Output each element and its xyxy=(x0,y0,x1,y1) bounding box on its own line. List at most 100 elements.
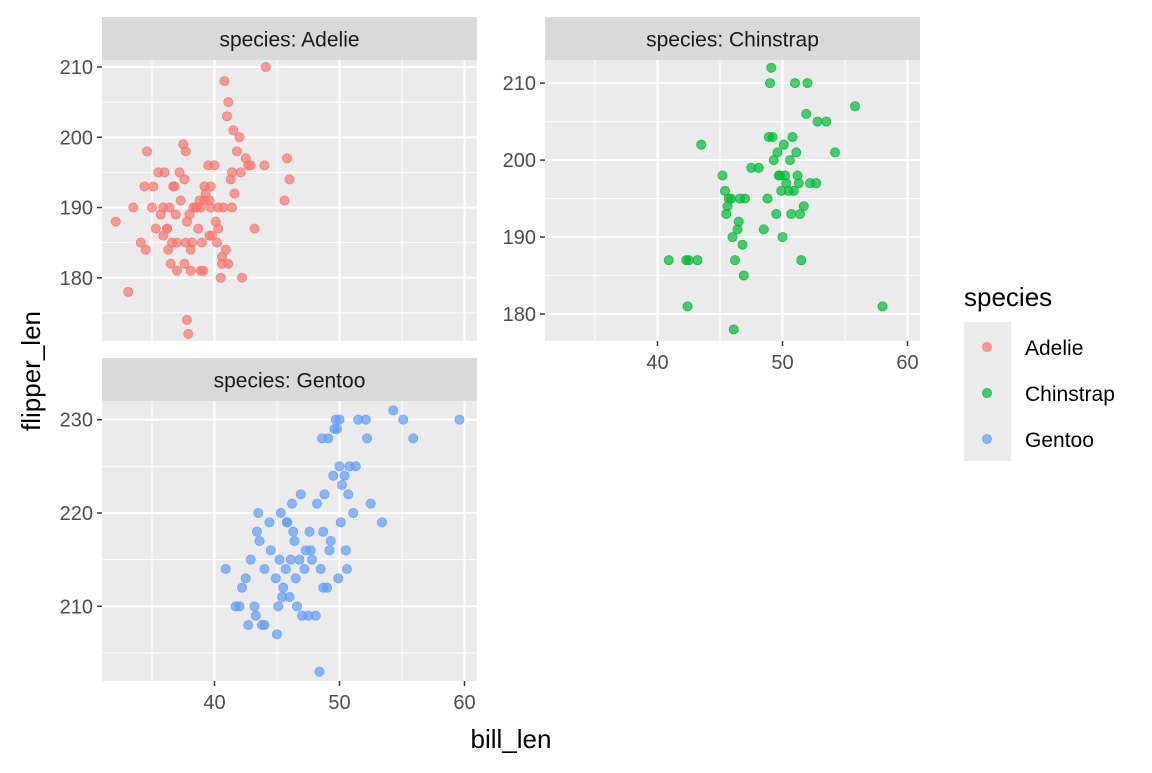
data-point xyxy=(249,223,260,234)
data-point xyxy=(683,255,694,266)
facet-strip-title: species: Chinstrap xyxy=(646,29,819,52)
y-tick-label: 200 xyxy=(60,127,93,149)
y-tick-label: 210 xyxy=(503,73,536,95)
data-point xyxy=(696,139,707,150)
data-point xyxy=(737,239,748,250)
data-point xyxy=(264,517,275,528)
data-point xyxy=(766,62,777,73)
data-point xyxy=(792,170,803,181)
data-point xyxy=(304,526,315,537)
data-point xyxy=(738,270,749,281)
data-point xyxy=(170,209,181,220)
data-point xyxy=(821,116,832,127)
data-point xyxy=(360,414,371,425)
data-point xyxy=(253,507,264,518)
data-point xyxy=(771,208,782,219)
data-point xyxy=(788,185,799,196)
data-point xyxy=(235,167,246,178)
data-point xyxy=(726,193,737,204)
data-point xyxy=(787,131,798,142)
data-point xyxy=(205,181,216,192)
data-point xyxy=(728,324,739,335)
series-points-adelie xyxy=(110,62,295,339)
series-points-chinstrap xyxy=(663,62,888,335)
data-point xyxy=(223,258,234,269)
x-tick-label: 60 xyxy=(896,352,918,374)
legend-key-gentoo xyxy=(982,433,993,444)
data-point xyxy=(740,193,751,204)
data-point xyxy=(236,272,247,283)
data-point xyxy=(221,111,232,122)
data-point xyxy=(762,193,773,204)
data-point xyxy=(291,601,302,612)
panel-background xyxy=(102,60,477,341)
data-point xyxy=(139,181,150,192)
data-point xyxy=(850,101,861,112)
data-point xyxy=(340,545,351,556)
data-point xyxy=(348,507,359,518)
data-point xyxy=(802,78,813,89)
series-points-gentoo xyxy=(220,405,465,677)
data-point xyxy=(220,244,231,255)
data-point xyxy=(259,160,270,171)
x-tick-label: 60 xyxy=(453,692,475,714)
data-point xyxy=(196,237,207,248)
data-point xyxy=(772,147,783,158)
legend-key-chinstrap xyxy=(982,387,993,398)
y-tick-label: 200 xyxy=(503,150,536,172)
data-point xyxy=(333,573,344,584)
data-point xyxy=(284,174,295,185)
y-tick-label: 220 xyxy=(60,503,93,525)
facet-strip xyxy=(545,17,920,60)
data-point xyxy=(830,147,841,158)
data-point xyxy=(692,255,703,266)
data-point xyxy=(324,545,335,556)
data-point xyxy=(316,433,327,444)
x-axis-title: bill_len xyxy=(471,724,552,754)
data-point xyxy=(240,573,251,584)
data-point xyxy=(796,255,807,266)
data-point xyxy=(294,554,305,565)
y-tick-label: 180 xyxy=(60,268,93,290)
data-point xyxy=(778,139,789,150)
data-point xyxy=(328,470,339,481)
data-point xyxy=(219,76,230,87)
data-point xyxy=(350,461,361,472)
data-point xyxy=(169,181,180,192)
data-point xyxy=(164,202,175,213)
data-point xyxy=(228,125,239,136)
data-point xyxy=(234,132,245,143)
data-point xyxy=(206,230,217,241)
data-point xyxy=(343,489,354,500)
data-point xyxy=(299,564,310,575)
data-point xyxy=(773,170,784,181)
facet-panel-chinstrap: species: Chinstrap 180 190 200 210 40 50 60 xyxy=(503,17,920,374)
data-point xyxy=(223,97,234,108)
data-point xyxy=(234,601,245,612)
data-point xyxy=(175,195,186,206)
data-point xyxy=(763,131,774,142)
data-point xyxy=(141,146,152,157)
data-point xyxy=(259,620,270,631)
data-point xyxy=(140,244,151,255)
data-point xyxy=(388,405,399,416)
legend-key-adelie xyxy=(982,341,993,352)
data-point xyxy=(185,265,196,276)
data-point xyxy=(265,545,276,556)
data-point xyxy=(306,554,317,565)
data-point xyxy=(321,582,332,593)
data-point xyxy=(335,517,346,528)
legend-label-gentoo: Gentoo xyxy=(1025,429,1094,452)
data-point xyxy=(795,208,806,219)
facet-panel-gentoo: species: Gentoo 210 220 230 40 50 60 xyxy=(60,358,477,714)
data-point xyxy=(243,620,254,631)
data-point xyxy=(150,223,161,234)
data-point xyxy=(341,564,352,575)
data-point xyxy=(229,188,240,199)
data-point xyxy=(791,147,802,158)
data-point xyxy=(334,414,345,425)
legend: species Adelie Chinstrap Gentoo xyxy=(964,282,1115,461)
data-point xyxy=(408,433,419,444)
